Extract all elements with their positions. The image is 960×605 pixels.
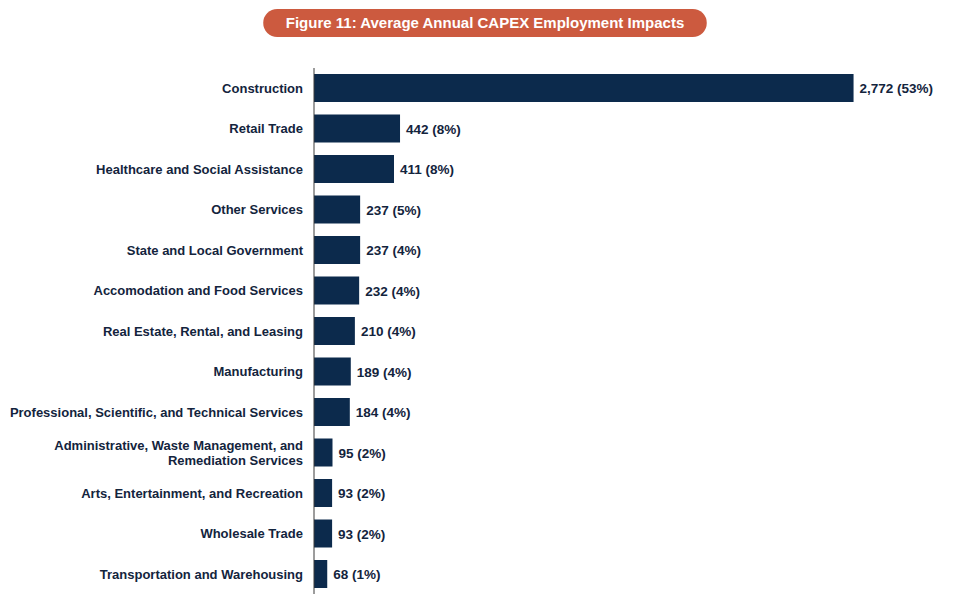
data-label: 68 (1%): [333, 567, 380, 582]
category-label: State and Local Government: [127, 243, 304, 258]
category-label: Arts, Entertainment, and Recreation: [81, 486, 303, 501]
data-label: 232 (4%): [365, 284, 420, 299]
bar: [314, 439, 332, 467]
data-label: 210 (4%): [361, 324, 416, 339]
bar: [314, 560, 327, 588]
bar: [314, 398, 350, 426]
title-pill: [263, 9, 707, 37]
data-label: 411 (8%): [400, 162, 454, 177]
bar: [314, 236, 360, 264]
title: Figure 11: Average Annual CAPEX Employme…: [286, 14, 684, 31]
data-label: 442 (8%): [406, 122, 461, 137]
bar: [314, 74, 854, 102]
category-axis-line: [314, 68, 315, 594]
category-label: Other Services: [211, 202, 303, 217]
category-label: Transportation and Warehousing: [100, 567, 303, 582]
bar: [314, 317, 355, 345]
data-label: 237 (5%): [366, 203, 421, 218]
data-label: 93 (2%): [338, 486, 385, 501]
category-label: Retail Trade: [229, 121, 303, 136]
bar: [314, 155, 394, 183]
category-label: Construction: [222, 81, 303, 96]
category-label: Manufacturing: [213, 364, 303, 379]
category-label: Real Estate, Rental, and Leasing: [103, 324, 303, 339]
data-label: 189 (4%): [357, 365, 412, 380]
bars: [314, 74, 854, 588]
data-label: 2,772 (53%): [860, 81, 934, 96]
bar: [314, 277, 359, 305]
chart-container: Figure 11: Average Annual CAPEX Employme…: [0, 0, 960, 605]
bar: [314, 115, 400, 143]
bar: [314, 196, 360, 224]
category-label: Healthcare and Social Assistance: [96, 162, 303, 177]
category-label: Wholesale Trade: [200, 526, 303, 541]
category-label: Administrative, Waste Management, andRem…: [54, 438, 303, 468]
category-label: Professional, Scientific, and Technical …: [10, 405, 303, 420]
bar: [314, 358, 351, 386]
data-label: 184 (4%): [356, 405, 411, 420]
bar: [314, 479, 332, 507]
chart-svg: Figure 11: Average Annual CAPEX Employme…: [0, 0, 960, 605]
data-label: 237 (4%): [366, 243, 421, 258]
data-label: 93 (2%): [338, 527, 385, 542]
bar: [314, 520, 332, 548]
data-label: 95 (2%): [338, 446, 385, 461]
category-label: Accomodation and Food Services: [94, 283, 304, 298]
